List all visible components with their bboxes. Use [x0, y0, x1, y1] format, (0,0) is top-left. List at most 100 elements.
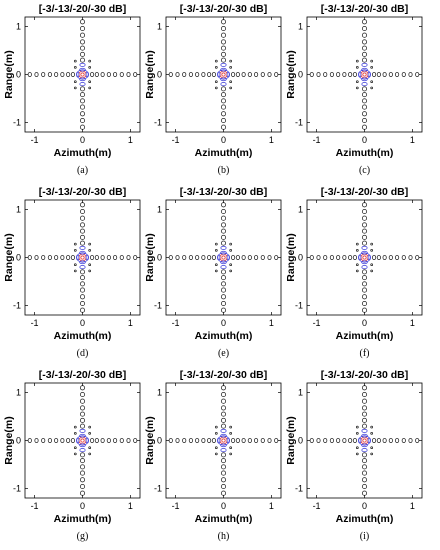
contour-minus30db [182, 437, 187, 444]
contour-lines [168, 385, 279, 496]
contour-minus30db [229, 65, 233, 69]
subplot-caption: (c) [359, 165, 370, 176]
contour-minus30db [361, 490, 368, 496]
subplot-title: [-3/-13/-20/-30 dB] [39, 3, 127, 15]
contour-minus20db [226, 437, 230, 444]
contour-minus30db [415, 254, 420, 261]
contour-minus30db [355, 65, 359, 69]
x-tick-label: 0 [80, 318, 85, 328]
contour-minus30db [106, 71, 111, 78]
contour-minus20db [226, 71, 230, 78]
contour-minus30db [342, 254, 347, 261]
plot-frame [24, 16, 141, 133]
contour-minus30db [235, 437, 240, 444]
subplot-f: [-3/-13/-20/-30 dB] -1 0 1 -1 0 1 Azimuth(m) Ran… [285, 186, 423, 359]
contour-minus30db [70, 254, 75, 261]
plot-frame [24, 199, 141, 316]
contour-minus30db [401, 437, 406, 444]
subplot-title: [-3/-13/-20/-30 dB] [180, 186, 268, 198]
contour-minus30db [309, 254, 314, 261]
contour-minus30db [229, 248, 233, 252]
contour-minus30db [207, 254, 212, 261]
y-tick-label: 1 [298, 205, 303, 215]
contour-minus30db [342, 437, 347, 444]
contour-minus30db [382, 71, 387, 78]
contour-minus30db [361, 281, 368, 287]
contour-minus30db [27, 71, 32, 78]
contour-minus30db [90, 254, 95, 261]
contour-minus30db [73, 452, 77, 456]
contour-minus20db [85, 437, 89, 444]
contour-minus30db [79, 92, 86, 98]
contour-minus30db [79, 25, 86, 32]
contour-minus30db [329, 71, 334, 78]
contour-minus30db [274, 71, 279, 78]
contour-minus30db [70, 71, 75, 78]
contour-minus30db [323, 254, 328, 261]
contour-minus30db [267, 437, 272, 444]
contour-minus13db [219, 436, 228, 445]
contour-minus30db [361, 405, 368, 411]
contour-minus30db [361, 287, 368, 293]
contour-minus20db [220, 428, 227, 433]
contour-minus30db [254, 254, 259, 261]
contour-minus30db [79, 51, 86, 57]
x-tick-label: 1 [410, 318, 415, 328]
contour-minus30db [220, 57, 227, 63]
x-tick-label: 0 [362, 501, 367, 511]
contour-minus30db [401, 254, 406, 261]
contour-minus30db [220, 86, 227, 92]
y-tick-label: 0 [16, 253, 21, 263]
contour-minus20db [220, 67, 227, 72]
contour-minus20db [358, 71, 362, 78]
y-tick-label: -1 [154, 117, 162, 127]
contour-minus30db [352, 71, 357, 78]
contour-minus30db [168, 437, 173, 444]
contour-minus30db [348, 437, 353, 444]
contour-minus30db [231, 254, 236, 261]
subplot-caption: (b) [218, 165, 230, 176]
contour-minus30db [220, 222, 227, 228]
contour-minus30db [220, 269, 227, 275]
contour-minus30db [79, 294, 86, 300]
contour-minus30db [113, 437, 118, 444]
contour-minus30db [370, 248, 374, 252]
contour-minus30db [408, 254, 413, 261]
contour-minus30db [54, 254, 59, 261]
x-tick-label: 1 [269, 135, 274, 145]
contour-minus30db [79, 208, 86, 215]
y-tick-label: 1 [157, 388, 162, 398]
y-tick-label: 0 [298, 70, 303, 80]
contour-minus30db [106, 254, 111, 261]
contour-minus30db [361, 307, 368, 313]
x-tick-label: 0 [221, 501, 226, 511]
contour-minus30db [214, 248, 218, 252]
y-tick-label: 1 [16, 388, 21, 398]
plot-frame [165, 199, 282, 316]
x-tick-label: 1 [128, 501, 133, 511]
contour-minus20db [367, 71, 371, 78]
y-tick-label: -1 [295, 483, 303, 493]
contour-minus30db [361, 483, 368, 490]
x-tick-label: -1 [313, 501, 321, 511]
contour-minus30db [90, 437, 95, 444]
contour-minus30db [73, 242, 77, 246]
contour-minus30db [214, 86, 218, 90]
contour-minus20db [361, 428, 368, 433]
y-tick-label: 0 [157, 70, 162, 80]
contour-minus30db [361, 215, 368, 221]
y-tick-label: 1 [298, 22, 303, 32]
contour-minus30db [73, 446, 77, 450]
contour-lines [27, 385, 138, 496]
plot-frame [306, 382, 423, 499]
contour-minus30db [211, 437, 216, 444]
contour-minus30db [73, 248, 77, 252]
x-axis-label: Azimuth(m) [336, 330, 394, 342]
contour-minus30db [182, 254, 187, 261]
contour-minus30db [220, 464, 227, 470]
contour-minus20db [217, 254, 221, 261]
contour-minus30db [79, 411, 86, 417]
contour-minus30db [415, 437, 420, 444]
contour-minus30db [66, 254, 71, 261]
y-axis-label: Range(m) [144, 416, 156, 464]
